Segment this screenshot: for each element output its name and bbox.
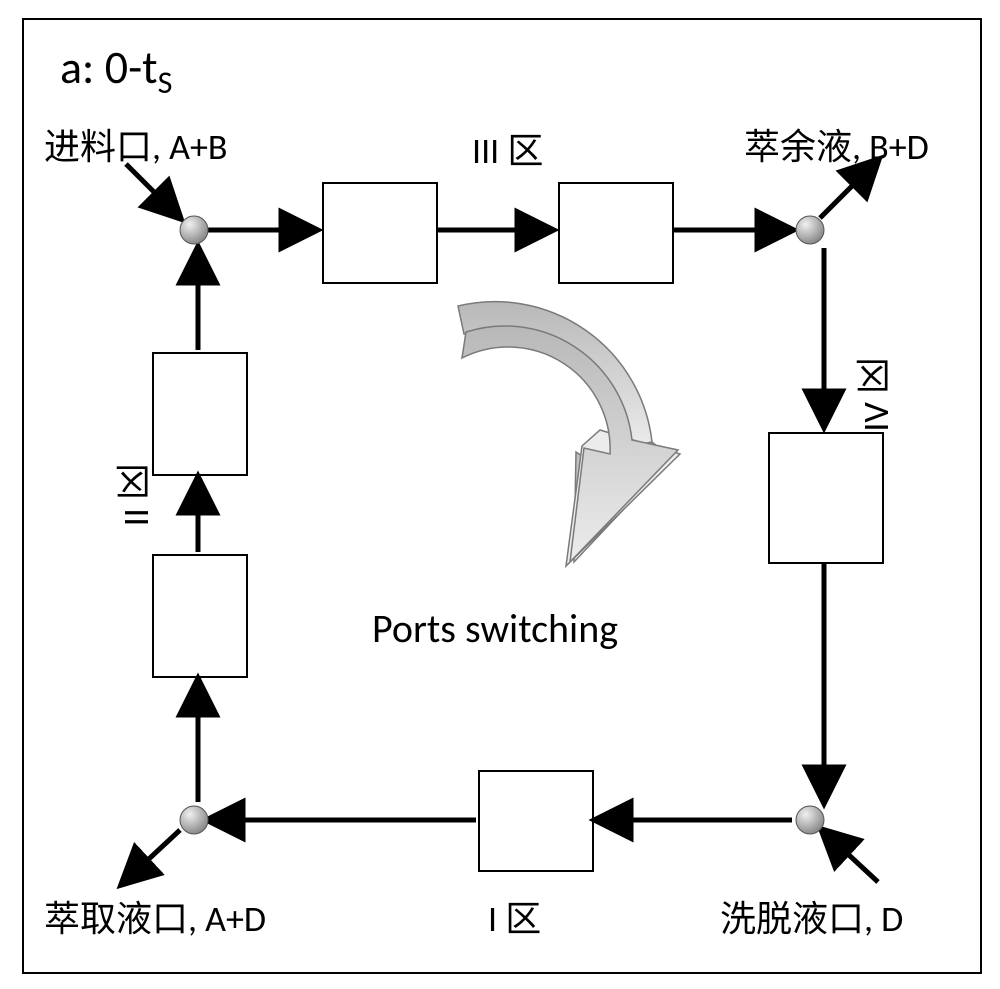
- arrows-layer: [0, 0, 1000, 989]
- arrow-feed-in: [126, 164, 180, 218]
- arrow-extract-out: [122, 830, 180, 884]
- node-feed: [180, 216, 208, 244]
- node-eluent: [796, 806, 824, 834]
- node-raffinate: [796, 216, 824, 244]
- arrow-eluent-in: [822, 830, 878, 882]
- ports-switching-arrow: [458, 302, 680, 566]
- arrow-raffinate-out: [820, 160, 878, 218]
- node-extract: [180, 806, 208, 834]
